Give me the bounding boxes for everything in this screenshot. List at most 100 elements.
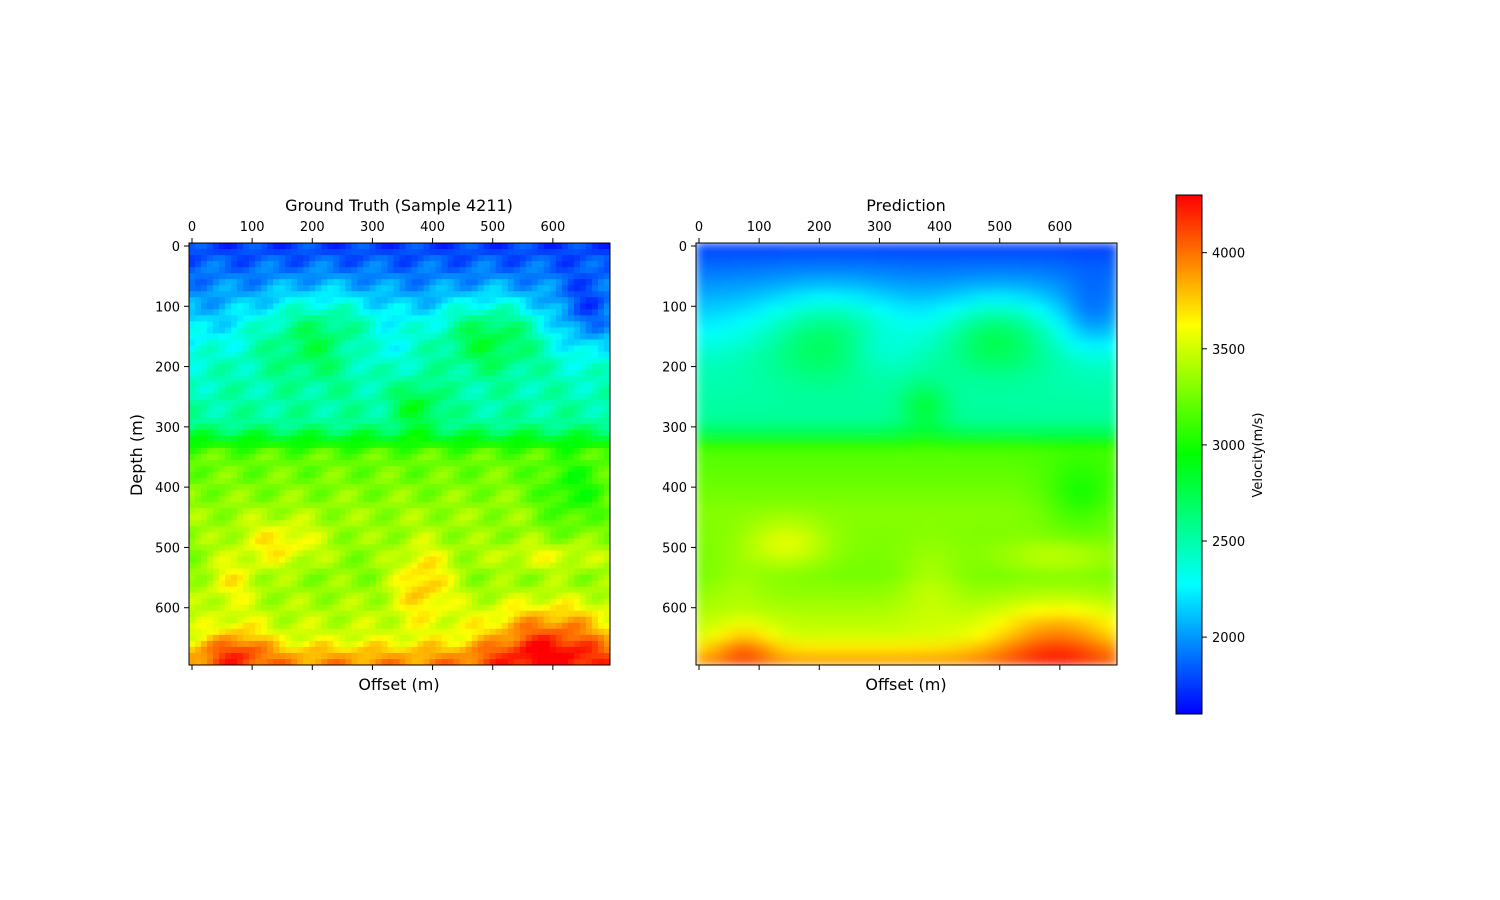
heatmap-cell <box>267 508 274 515</box>
heatmap-cell <box>387 598 395 606</box>
heatmap-cell <box>291 333 298 341</box>
heatmap-cell <box>381 411 389 419</box>
heatmap-cell <box>387 333 395 341</box>
heatmap-cell <box>477 273 485 280</box>
heatmap-cell <box>489 435 497 443</box>
heatmap-cell <box>429 429 437 437</box>
heatmap-cell <box>387 255 395 262</box>
heatmap-cell <box>507 381 515 389</box>
heatmap-cell <box>387 580 395 588</box>
heatmap-cell <box>387 550 395 558</box>
heatmap-cell <box>405 375 413 383</box>
heatmap-cell <box>423 351 431 359</box>
heatmap-cell <box>525 333 533 341</box>
heatmap-cell <box>417 616 425 624</box>
heatmap-cell <box>489 460 497 467</box>
heatmap-cell <box>189 580 196 588</box>
heatmap-cell <box>417 315 425 322</box>
heatmap-cell <box>267 441 274 449</box>
heatmap-cell <box>285 508 292 515</box>
heatmap-cell <box>591 478 599 485</box>
heatmap-cell <box>471 435 479 443</box>
heatmap-cell <box>495 261 503 268</box>
heatmap-cell <box>291 303 298 310</box>
heatmap-cell <box>261 520 268 527</box>
heatmap-cell <box>219 526 226 533</box>
heatmap-cell <box>543 472 551 479</box>
heatmap-cell <box>447 291 455 298</box>
ground-truth-x-ticks: 0 100 200 300 400 500 600 <box>188 220 565 670</box>
heatmap-cell <box>417 514 425 521</box>
heatmap-cell <box>207 447 214 455</box>
heatmap-cell <box>327 441 334 449</box>
heatmap-cell <box>471 297 479 304</box>
heatmap-cell <box>579 586 587 594</box>
heatmap-cell <box>477 303 485 310</box>
heatmap-cell <box>579 496 587 503</box>
heatmap-cell <box>369 411 377 419</box>
heatmap-cell <box>261 580 268 588</box>
heatmap-cell <box>207 273 214 280</box>
heatmap-cell <box>399 447 407 455</box>
heatmap-cell <box>519 490 527 497</box>
heatmap-cell <box>513 441 521 449</box>
heatmap-cell <box>297 357 304 365</box>
heatmap-cell <box>375 297 383 304</box>
heatmap-cell <box>513 460 521 467</box>
heatmap-cell <box>501 460 509 467</box>
heatmap-cell <box>255 556 262 564</box>
heatmap-cell <box>501 484 509 491</box>
heatmap-cell <box>585 556 593 564</box>
heatmap-cell <box>375 363 383 371</box>
heatmap-cell <box>423 273 431 280</box>
heatmap-cell <box>285 472 292 479</box>
heatmap-cell <box>255 243 262 250</box>
heatmap-cell <box>213 574 220 582</box>
heatmap-cell <box>375 568 383 576</box>
heatmap-cell <box>465 243 473 250</box>
heatmap-cell <box>429 285 437 292</box>
heatmap-cell <box>357 267 365 274</box>
heatmap-cell <box>411 339 419 347</box>
heatmap-cell <box>189 532 196 539</box>
heatmap-cell <box>321 628 328 636</box>
heatmap-cell <box>195 490 202 497</box>
heatmap-cell <box>519 279 527 286</box>
heatmap-cell <box>525 538 533 546</box>
heatmap-cell <box>237 634 244 642</box>
heatmap-cell <box>603 411 610 419</box>
heatmap-cell <box>537 315 545 322</box>
heatmap-cell <box>333 387 340 395</box>
heatmap-cell <box>429 514 437 521</box>
heatmap-cell <box>579 339 587 347</box>
heatmap-cell <box>441 405 449 413</box>
heatmap-cell <box>579 333 587 341</box>
heatmap-cell <box>531 622 539 630</box>
heatmap-cell <box>243 405 250 413</box>
heatmap-cell <box>501 622 509 630</box>
heatmap-cell <box>531 405 539 413</box>
heatmap-cell <box>459 466 467 473</box>
heatmap-cell <box>453 387 461 395</box>
heatmap-cell <box>381 454 389 461</box>
heatmap-cell <box>555 321 563 328</box>
heatmap-cell <box>345 610 352 618</box>
heatmap-cell <box>225 634 232 642</box>
heatmap-cell <box>447 435 455 443</box>
heatmap-cell <box>255 309 262 316</box>
heatmap-cell <box>495 249 503 256</box>
heatmap-cell <box>321 592 328 600</box>
heatmap-cell <box>351 309 358 316</box>
heatmap-cell <box>333 363 340 371</box>
heatmap-cell <box>423 640 431 648</box>
heatmap-cell <box>573 610 581 618</box>
heatmap-cell <box>333 351 340 359</box>
heatmap-cell <box>225 658 232 665</box>
heatmap-cell <box>393 508 401 515</box>
heatmap-cell <box>513 393 521 401</box>
heatmap-cell <box>375 466 383 473</box>
heatmap-cell <box>543 321 551 328</box>
heatmap-cell <box>804 255 817 268</box>
heatmap-cell <box>273 369 280 377</box>
heatmap-cell <box>429 387 437 395</box>
